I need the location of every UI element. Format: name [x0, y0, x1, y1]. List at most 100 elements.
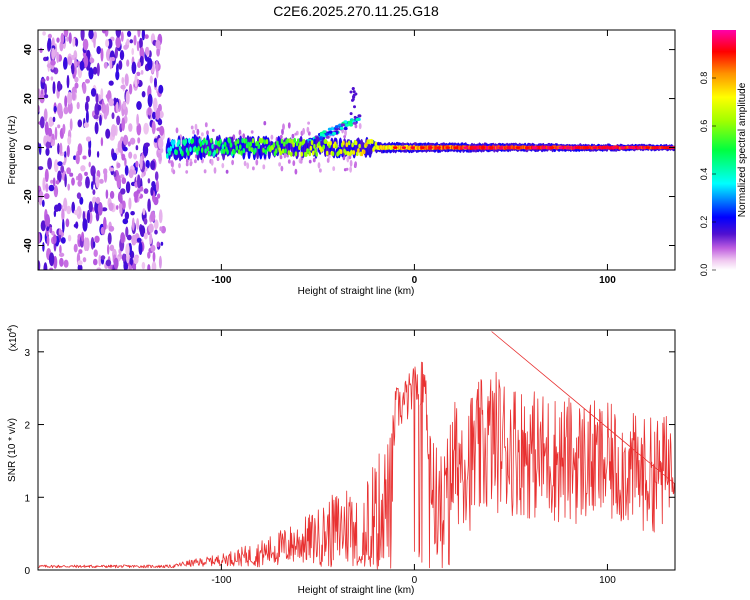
track-core [329, 140, 332, 146]
halo-blob [175, 127, 179, 134]
noise-blob [76, 101, 80, 110]
track-core [184, 138, 188, 144]
noise-blob [79, 60, 85, 71]
track-core [205, 139, 208, 146]
noise-blob [38, 143, 42, 156]
track-core [352, 150, 356, 155]
halo-blob [287, 122, 291, 129]
colorbar-tick-label: 0.2 [699, 216, 709, 229]
noise-blob [105, 93, 111, 99]
noise-blob [100, 48, 104, 62]
noise-blob [129, 39, 133, 44]
noise-blob [115, 30, 121, 38]
track-core [276, 140, 279, 146]
track-peak [533, 146, 538, 150]
halo-blob [349, 159, 353, 167]
noise-blob [121, 200, 126, 210]
noise-blob [52, 177, 56, 187]
noise-blob [114, 46, 118, 59]
snr-xlabel: Height of straight line (km) [298, 585, 415, 596]
branch-blob [352, 121, 357, 125]
halo-blob [189, 161, 193, 165]
spectrogram-ytick-label: 40 [23, 44, 34, 56]
noise-blob [75, 153, 80, 165]
noise-blob [52, 116, 56, 122]
track-core [324, 139, 328, 145]
noise-blob [83, 237, 88, 252]
halo-blob [358, 123, 362, 130]
halo-blob [270, 134, 274, 140]
track-core [345, 142, 349, 148]
figure-title: C2E6.2025.270.11.25.G18 [273, 3, 439, 19]
spectrogram-ytick-label: -20 [23, 189, 34, 204]
noise-blob [150, 186, 154, 196]
noise-blob [56, 51, 60, 64]
noise-blob [117, 140, 123, 153]
track-core [244, 138, 248, 144]
halo-blob [354, 161, 357, 168]
track-core [188, 137, 191, 144]
colorbar-tick-label: 0.6 [699, 120, 709, 133]
noise-blob [108, 80, 114, 86]
noise-blob [103, 61, 108, 69]
noise-blob [64, 173, 67, 188]
halo-blob [185, 170, 189, 174]
noise-blob [105, 103, 110, 116]
noise-blob [63, 151, 67, 158]
noise-blob [100, 255, 106, 260]
track-core [208, 150, 212, 156]
noise-blob [126, 59, 130, 67]
track-peak [489, 146, 494, 150]
halo-blob [225, 169, 229, 174]
noise-blob [48, 116, 54, 128]
snr-xtick-label: 0 [412, 575, 418, 586]
track-core [233, 149, 236, 155]
halo-blob [282, 123, 285, 131]
track-peak [663, 146, 668, 150]
track-core [263, 139, 266, 145]
track-core [166, 153, 169, 159]
noise-blob [42, 242, 45, 252]
noise-blob [44, 168, 49, 183]
track-halo [330, 137, 334, 149]
halo-blob [279, 155, 283, 160]
track-core [344, 150, 348, 156]
halo-blob [246, 162, 250, 169]
track-peak [420, 146, 425, 150]
halo-blob [170, 160, 174, 167]
noise-blob [63, 197, 68, 212]
noise-blob [66, 145, 70, 158]
track-core [199, 141, 203, 147]
track-core [237, 149, 241, 155]
snr-line [38, 331, 675, 570]
snr-multiplier-close: ) [8, 325, 19, 328]
halo-blob [346, 156, 350, 163]
noise-blob [58, 228, 62, 236]
noise-blob [108, 167, 115, 172]
noise-blob [73, 209, 80, 216]
noise-blob [95, 93, 99, 104]
halo-blob [201, 132, 204, 137]
halo-blob [326, 157, 330, 163]
noise-blob [123, 134, 129, 146]
noise-blob [96, 151, 100, 158]
spectrogram-xtick-label: 0 [412, 275, 418, 286]
track-core [215, 148, 219, 154]
noise-blob [158, 255, 162, 269]
track-peak [611, 146, 616, 150]
noise-blob [118, 60, 123, 70]
noise-blob [122, 218, 129, 225]
halo-blob [255, 159, 259, 166]
noise-blob [139, 155, 143, 170]
halo-blob [185, 162, 189, 167]
noise-blob [145, 46, 149, 56]
spectrogram-ytick-label: 0 [23, 144, 34, 150]
noise-blob [156, 241, 160, 248]
noise-blob [113, 257, 119, 269]
noise-blob [100, 226, 105, 235]
halo-blob [172, 169, 176, 175]
noise-blob [116, 174, 122, 189]
noise-blob [51, 47, 56, 60]
noise-blob [154, 77, 157, 88]
noise-blob [151, 120, 156, 135]
